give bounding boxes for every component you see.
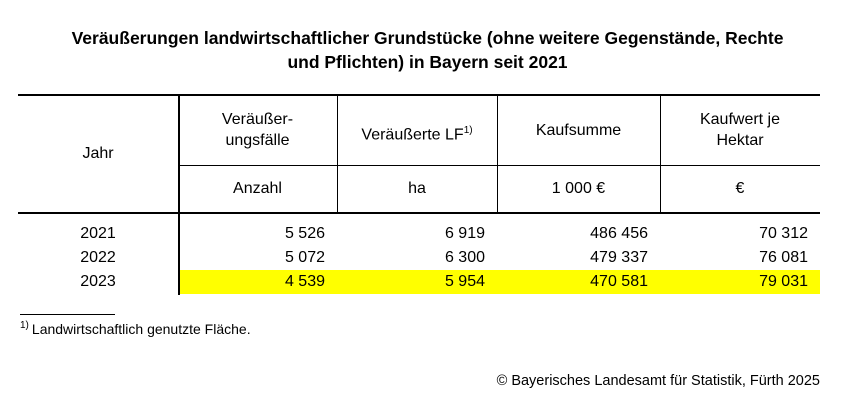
header-cell: Kaufsumme bbox=[497, 120, 660, 141]
highlight bbox=[178, 270, 820, 294]
source: © Bayerisches Landesamt für Statistik, F… bbox=[496, 373, 820, 389]
header-line: Veräußer- bbox=[178, 109, 337, 130]
unit-cell: ha bbox=[408, 180, 426, 197]
value-cell: 4 539 bbox=[284, 273, 325, 290]
value-cell: 470 581 bbox=[590, 273, 648, 290]
header-line: Kaufsumme bbox=[497, 120, 660, 141]
rule bbox=[337, 94, 338, 212]
value-cell: 76 081 bbox=[759, 249, 808, 266]
header-line: Kaufwert je bbox=[660, 109, 820, 130]
value-cell: 6 919 bbox=[444, 225, 485, 242]
header-text: Veräußer- bbox=[221, 111, 294, 128]
rule bbox=[18, 212, 820, 214]
value-cell: 70 312 bbox=[759, 225, 808, 242]
value-cell: 79 031 bbox=[759, 273, 808, 290]
title: und Pflichten) in Bayern seit 2021 bbox=[287, 52, 568, 72]
value-cell: 6 300 bbox=[444, 249, 485, 266]
title: Veräußerungen landwirtschaftlicher Grund… bbox=[71, 28, 784, 48]
header-line: ungsfälle bbox=[178, 130, 337, 151]
unit-cell: 1 000 € bbox=[551, 180, 606, 197]
year-cell: 2021 bbox=[80, 225, 116, 242]
rule bbox=[20, 314, 115, 315]
header-text: Hektar bbox=[716, 132, 764, 149]
rule bbox=[178, 94, 180, 295]
rule bbox=[18, 94, 820, 96]
unit-cell: € bbox=[735, 180, 745, 197]
header-text: Kaufsumme bbox=[535, 121, 622, 139]
rule bbox=[178, 165, 820, 166]
header-line: Veräußerte LF1) bbox=[337, 120, 497, 145]
footnote-ref: 1) bbox=[20, 320, 29, 331]
rule bbox=[497, 94, 498, 212]
value-cell: 5 954 bbox=[444, 273, 485, 290]
header-cell: Veräußer-ungsfälle bbox=[178, 109, 337, 151]
value-cell: 5 526 bbox=[284, 225, 325, 242]
year-cell: 2022 bbox=[80, 249, 116, 266]
header-text: Veräußerte LF bbox=[361, 125, 464, 143]
unit-cell: Anzahl bbox=[233, 180, 282, 197]
header-cell: Kaufwert je Hektar bbox=[660, 109, 820, 151]
value-cell: 486 456 bbox=[590, 225, 648, 242]
header-text: Kaufwert je bbox=[699, 111, 781, 128]
footnote-ref: 1) bbox=[463, 124, 473, 136]
footnote: 1) Landwirtschaftlich genutzte Fläche. bbox=[20, 320, 251, 337]
footnote-text: Landwirtschaftlich genutzte Fläche. bbox=[31, 320, 251, 337]
rule bbox=[660, 94, 661, 212]
value-cell: 5 072 bbox=[284, 249, 325, 266]
header-line: Hektar bbox=[660, 130, 820, 151]
header-cell: Jahr bbox=[82, 145, 114, 162]
header-text: ungsfälle bbox=[225, 132, 290, 149]
value-cell: 479 337 bbox=[590, 249, 648, 266]
header-cell: Veräußerte LF1) bbox=[337, 120, 497, 145]
year-cell: 2023 bbox=[80, 273, 116, 290]
